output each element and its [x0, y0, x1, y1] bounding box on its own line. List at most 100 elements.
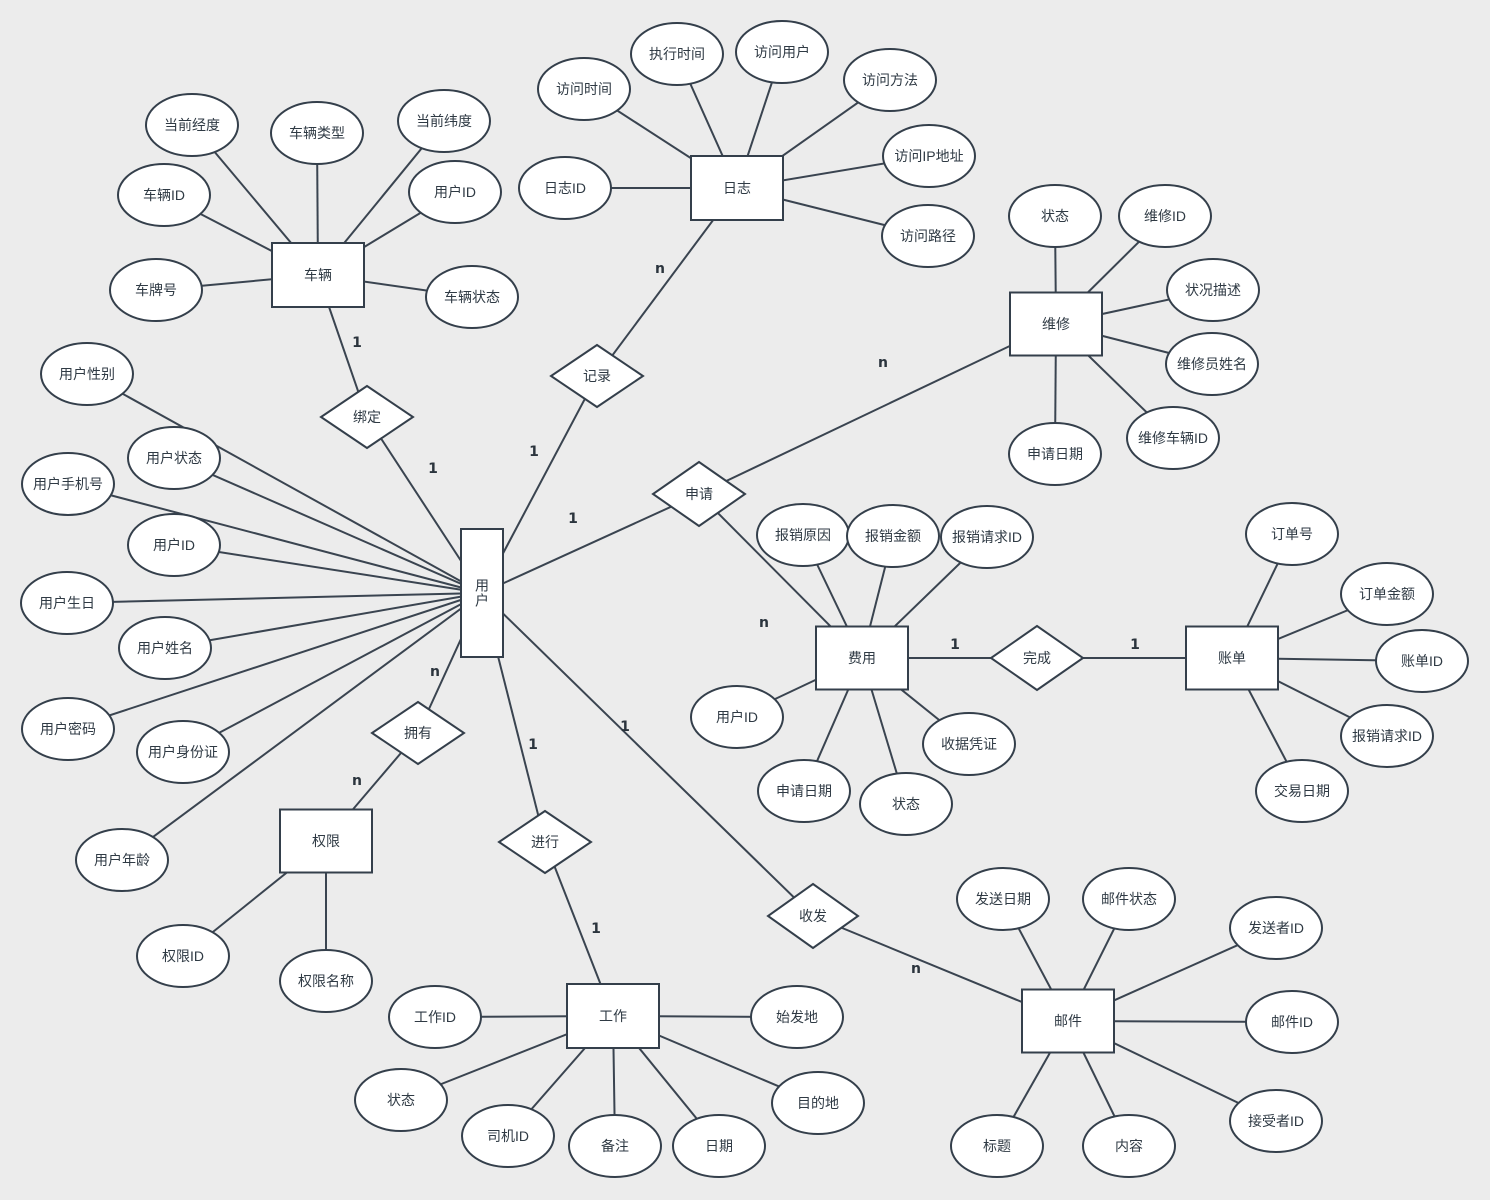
- cardinality-apply-maintenance: n: [878, 355, 888, 371]
- attribute-transaction-date[interactable]: 交易日期: [1255, 759, 1349, 823]
- entity-maintenance[interactable]: 维修: [1009, 291, 1103, 357]
- edge-user-sendrecv: [481, 592, 814, 917]
- attribute-vehicle-status[interactable]: 车辆状态: [425, 265, 519, 329]
- entity-bill[interactable]: 账单: [1185, 625, 1279, 691]
- attribute-bill-id[interactable]: 账单ID: [1375, 629, 1469, 693]
- attribute-date[interactable]: 日期: [672, 1114, 766, 1178]
- attribute-vehicle-id[interactable]: 车辆ID: [117, 163, 211, 227]
- relationship-conduct[interactable]: 进行: [497, 809, 593, 875]
- relationship-own[interactable]: 拥有: [370, 700, 466, 766]
- attribute-maintainer-name[interactable]: 维修员姓名: [1165, 332, 1259, 396]
- attribute-label-plate-number: 车牌号: [135, 282, 177, 298]
- entity-mail[interactable]: 邮件: [1021, 988, 1115, 1054]
- attribute-vehicle-type[interactable]: 车辆类型: [270, 101, 364, 165]
- attribute-label-date: 日期: [705, 1138, 733, 1154]
- relationship-sendrecv[interactable]: 收发: [766, 882, 860, 950]
- attribute-maintenance-id[interactable]: 维修ID: [1118, 184, 1212, 248]
- attribute-access-ip[interactable]: 访问IP地址: [882, 124, 976, 188]
- attribute-label-user-id: 用户ID: [153, 537, 195, 553]
- attribute-label-reimburse-amount: 报销金额: [865, 528, 921, 544]
- attribute-user-name[interactable]: 用户姓名: [118, 616, 212, 680]
- attribute-label-user-id-card: 用户身份证: [148, 744, 218, 760]
- attribute-m-vehicle-id[interactable]: 维修车辆ID: [1126, 406, 1220, 470]
- attribute-remark[interactable]: 备注: [568, 1114, 662, 1178]
- attribute-label-maintainer-name: 维修员姓名: [1177, 356, 1247, 372]
- attribute-label-receiver-id: 接受者ID: [1248, 1113, 1304, 1129]
- attribute-mail-id[interactable]: 邮件ID: [1245, 990, 1339, 1054]
- attribute-title[interactable]: 标题: [950, 1114, 1044, 1178]
- attribute-driver-id[interactable]: 司机ID: [461, 1104, 555, 1168]
- relationship-label-bind: 绑定: [353, 409, 381, 425]
- attribute-user-id[interactable]: 用户ID: [127, 513, 221, 577]
- attribute-b-reimburse-request-id[interactable]: 报销请求ID: [1340, 704, 1434, 768]
- edge-user-birthday-user: [66, 592, 483, 604]
- attribute-job-id[interactable]: 工作ID: [388, 985, 482, 1049]
- attribute-user-id-card[interactable]: 用户身份证: [136, 720, 230, 784]
- attribute-access-method[interactable]: 访问方法: [843, 48, 937, 112]
- attribute-m-status[interactable]: 状态: [1008, 184, 1102, 248]
- entity-user[interactable]: 用户: [460, 528, 504, 658]
- attribute-user-age[interactable]: 用户年龄: [75, 828, 169, 892]
- attribute-user-phone[interactable]: 用户手机号: [21, 452, 115, 516]
- attribute-v-user-id[interactable]: 用户ID: [408, 160, 502, 224]
- attribute-cur-latitude[interactable]: 当前纬度: [397, 89, 491, 153]
- edge-user-id-card-user: [182, 592, 483, 753]
- attribute-destination[interactable]: 目的地: [771, 1071, 865, 1135]
- attribute-send-date[interactable]: 发送日期: [956, 867, 1050, 931]
- attribute-content[interactable]: 内容: [1082, 1114, 1176, 1178]
- attribute-plate-number[interactable]: 车牌号: [109, 258, 203, 322]
- attribute-label-title: 标题: [983, 1138, 1011, 1154]
- attribute-reimburse-reason[interactable]: 报销原因: [756, 503, 850, 567]
- attribute-e-apply-date[interactable]: 申请日期: [757, 759, 851, 823]
- attribute-label-job-id: 工作ID: [414, 1009, 456, 1025]
- attribute-label-origin: 始发地: [776, 1009, 818, 1025]
- attribute-sender-id[interactable]: 发送者ID: [1229, 896, 1323, 960]
- relationship-apply[interactable]: 申请: [651, 460, 747, 528]
- attribute-origin[interactable]: 始发地: [750, 985, 844, 1049]
- attribute-cur-longitude[interactable]: 当前经度: [145, 93, 239, 157]
- entity-log[interactable]: 日志: [690, 155, 784, 221]
- entity-permission[interactable]: 权限: [279, 808, 373, 874]
- attribute-label-condition-desc: 状况描述: [1185, 282, 1241, 298]
- entity-vehicle[interactable]: 车辆: [271, 242, 365, 308]
- attribute-receiver-id[interactable]: 接受者ID: [1229, 1089, 1323, 1153]
- attribute-exec-time[interactable]: 执行时间: [630, 22, 724, 86]
- entity-expense[interactable]: 费用: [815, 625, 909, 691]
- attribute-label-permission-id: 权限ID: [162, 948, 204, 964]
- entity-job[interactable]: 工作: [566, 983, 660, 1049]
- attribute-access-user[interactable]: 访问用户: [735, 20, 829, 84]
- attribute-user-gender[interactable]: 用户性别: [40, 342, 134, 406]
- attribute-access-time[interactable]: 访问时间: [537, 57, 631, 121]
- relationship-bind[interactable]: 绑定: [319, 384, 415, 450]
- attribute-reimburse-request-id[interactable]: 报销请求ID: [940, 505, 1034, 569]
- attribute-order-number[interactable]: 订单号: [1245, 502, 1339, 566]
- attribute-reimburse-amount[interactable]: 报销金额: [846, 504, 940, 568]
- attribute-permission-name[interactable]: 权限名称: [279, 949, 373, 1013]
- attribute-receipt-voucher[interactable]: 收据凭证: [922, 712, 1016, 776]
- attribute-e-status[interactable]: 状态: [859, 772, 953, 836]
- attribute-user-birthday[interactable]: 用户生日: [20, 571, 114, 635]
- attribute-m-apply-date[interactable]: 申请日期: [1008, 422, 1102, 486]
- entity-label-vehicle: 车辆: [304, 267, 332, 283]
- attribute-label-access-time: 访问时间: [556, 81, 612, 97]
- attribute-e-user-id[interactable]: 用户ID: [690, 685, 784, 749]
- attribute-access-path[interactable]: 访问路径: [881, 204, 975, 268]
- relationship-complete[interactable]: 完成: [989, 624, 1085, 692]
- attribute-log-id[interactable]: 日志ID: [518, 156, 612, 220]
- attribute-label-m-status: 状态: [1041, 208, 1069, 224]
- attribute-label-reimburse-request-id: 报销请求ID: [952, 529, 1022, 545]
- attribute-user-password[interactable]: 用户密码: [21, 697, 115, 761]
- entity-label-permission: 权限: [312, 833, 340, 849]
- attribute-condition-desc[interactable]: 状况描述: [1166, 258, 1260, 322]
- edge-user-gender-user: [86, 373, 483, 594]
- attribute-j-status[interactable]: 状态: [354, 1068, 448, 1132]
- cardinality-expense-complete: 1: [950, 637, 960, 653]
- entity-label-job: 工作: [599, 1008, 627, 1024]
- relationship-record[interactable]: 记录: [549, 343, 645, 409]
- attribute-mail-status[interactable]: 邮件状态: [1082, 867, 1176, 931]
- attribute-order-amount[interactable]: 订单金额: [1340, 562, 1434, 626]
- attribute-user-status[interactable]: 用户状态: [127, 426, 221, 490]
- attribute-permission-id[interactable]: 权限ID: [136, 924, 230, 988]
- edge-user-status-user: [173, 457, 483, 594]
